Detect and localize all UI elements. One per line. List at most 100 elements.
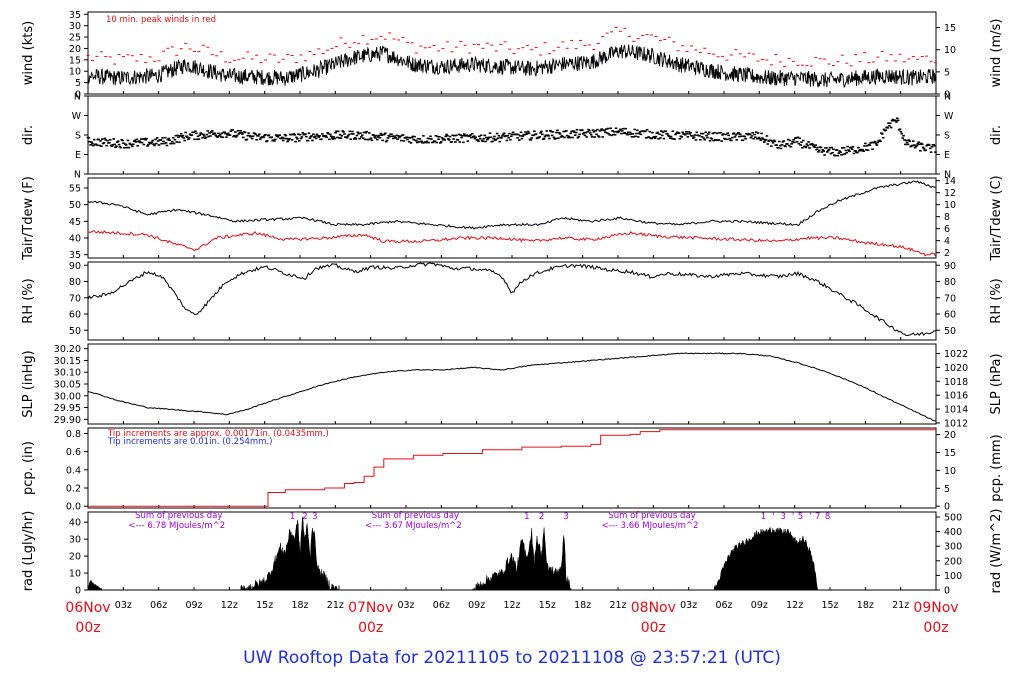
- axis-title-left: Tair/Tdew (F): [21, 176, 36, 261]
- y-tick-label: 15: [944, 23, 956, 34]
- y-tick-label: 50: [69, 326, 81, 337]
- time-tick-label: 03z: [397, 600, 414, 611]
- y-tick-label: 15: [69, 55, 81, 66]
- direction-series: [86, 117, 937, 157]
- rad-marker: 8: [825, 512, 830, 522]
- rad-annotation: <--- 6.78 MJoules/m^2: [128, 521, 225, 531]
- y-tick-label: 0.2: [66, 484, 81, 495]
- y-tick-label: E: [944, 150, 950, 161]
- axis-title-left: pcp. (in): [21, 441, 36, 495]
- precip-panel: 0.0 0.2 0.4 0.6 0.8 0 5 10 15 20 pcp. (in) pcp. (mm…: [21, 427, 1004, 513]
- y-tick-label: N: [74, 170, 81, 181]
- time-tick-label: 15z: [539, 600, 556, 611]
- slp-panel-frame: [87, 343, 937, 425]
- y-tick-label: 30: [69, 21, 81, 32]
- axis-title-right: dir.: [989, 125, 1004, 145]
- y-tick-label: 0: [944, 502, 950, 513]
- date-label-hour: 00z: [641, 620, 666, 636]
- wind-series: [87, 44, 937, 88]
- axis-title-left: rad (Lgly/hr): [21, 511, 36, 592]
- y-tick-label: 0: [75, 90, 81, 101]
- y-tick-label: 1020: [944, 363, 968, 374]
- time-tick-label: 12z: [503, 600, 520, 611]
- date-label: 07Nov: [348, 600, 393, 616]
- y-tick-label: 35: [69, 10, 81, 21]
- rh-series: [87, 262, 936, 337]
- y-tick-label: 2: [944, 248, 950, 259]
- rad-annotation: <--- 3.66 MJoules/m^2: [602, 521, 699, 531]
- rad-area-day-3: [713, 527, 818, 591]
- y-tick-label: 20: [69, 552, 81, 563]
- y-tick-label: 15: [944, 448, 956, 459]
- wind-annotation: 10 min. peak winds in red: [106, 15, 216, 25]
- rad-marker: 5: [798, 512, 803, 522]
- time-tick-label: 09z: [185, 600, 202, 611]
- y-tick-label: W: [72, 111, 82, 122]
- rad-annotation: <--- 3.67 MJoules/m^2: [365, 521, 462, 531]
- time-tick-label: 18z: [291, 600, 308, 611]
- axis-title-right: RH (%): [989, 278, 1004, 323]
- y-tick-label: 5: [75, 78, 81, 89]
- rad-marker: 3: [312, 512, 317, 522]
- time-tick-label: 21z: [609, 600, 626, 611]
- y-tick-label: 29.95: [54, 403, 81, 414]
- y-tick-label: 60: [69, 310, 81, 321]
- time-tick-label: 03z: [680, 600, 697, 611]
- y-tick-label: 0.6: [66, 447, 81, 458]
- rad-marker: ': [792, 512, 794, 522]
- y-tick-label: 8: [944, 212, 950, 223]
- slp-series: [87, 352, 936, 422]
- y-tick-label: E: [75, 150, 81, 161]
- footer-title: UW Rooftop Data for 20211105 to 20211108…: [243, 648, 781, 668]
- rad-marker: 2: [539, 512, 544, 522]
- time-tick-label: 12z: [786, 600, 803, 611]
- time-tick-label: 15z: [821, 600, 838, 611]
- y-tick-label: 30: [69, 535, 81, 546]
- rad-marker: 1: [524, 512, 529, 522]
- y-tick-label: 1012: [944, 418, 968, 429]
- y-tick-label: 4: [944, 236, 950, 247]
- rad-marker: 3: [780, 512, 785, 522]
- time-tick-label: 03z: [115, 600, 132, 611]
- axis-title-right: Tair/Tdew (C): [989, 175, 1004, 261]
- y-tick-label: S: [944, 131, 950, 142]
- y-tick-label: 35: [69, 250, 81, 261]
- date-label-hour: 00z: [358, 620, 383, 636]
- y-tick-label: 55: [69, 184, 81, 195]
- y-tick-label: 90: [944, 261, 956, 272]
- y-tick-label: 1018: [944, 377, 968, 388]
- y-tick-label: 50: [944, 326, 956, 337]
- y-tick-label: 30.10: [54, 368, 81, 379]
- y-tick-label: 10: [944, 466, 956, 477]
- gust-series: [86, 26, 938, 68]
- y-tick-label: 29.90: [54, 415, 81, 426]
- rad-annotation: Sum of previous day: [608, 511, 695, 521]
- y-tick-label: 90: [69, 261, 81, 272]
- y-tick-label: W: [944, 111, 954, 122]
- time-tick-label: 15z: [256, 600, 273, 611]
- rad-marker: 2: [302, 512, 307, 522]
- y-tick-label: 100: [944, 571, 962, 582]
- y-tick-label: 40: [69, 234, 81, 245]
- axis-title-left: wind (kts): [21, 21, 36, 85]
- y-tick-label: 80: [69, 277, 81, 288]
- y-tick-label: 25: [69, 33, 81, 44]
- precip-series: [88, 429, 936, 507]
- y-tick-label: 45: [69, 217, 81, 228]
- rad-marker: 3: [564, 512, 569, 522]
- y-tick-label: N: [74, 92, 81, 103]
- y-tick-label: 14: [944, 176, 956, 187]
- time-tick-label: 18z: [574, 600, 591, 611]
- y-tick-label: S: [75, 131, 81, 142]
- y-tick-label: 0.4: [66, 465, 81, 476]
- date-label: 06Nov: [65, 600, 110, 616]
- axis-title-left: RH (%): [21, 278, 36, 323]
- y-tick-label: 30.00: [54, 391, 81, 402]
- rad-annotation: Sum of previous day: [135, 511, 222, 521]
- rad-marker: ': [772, 512, 774, 522]
- time-tick-label: 06z: [150, 600, 167, 611]
- y-tick-label: 30.20: [54, 344, 81, 355]
- y-tick-label: 60: [944, 310, 956, 321]
- y-tick-label: 300: [944, 542, 962, 553]
